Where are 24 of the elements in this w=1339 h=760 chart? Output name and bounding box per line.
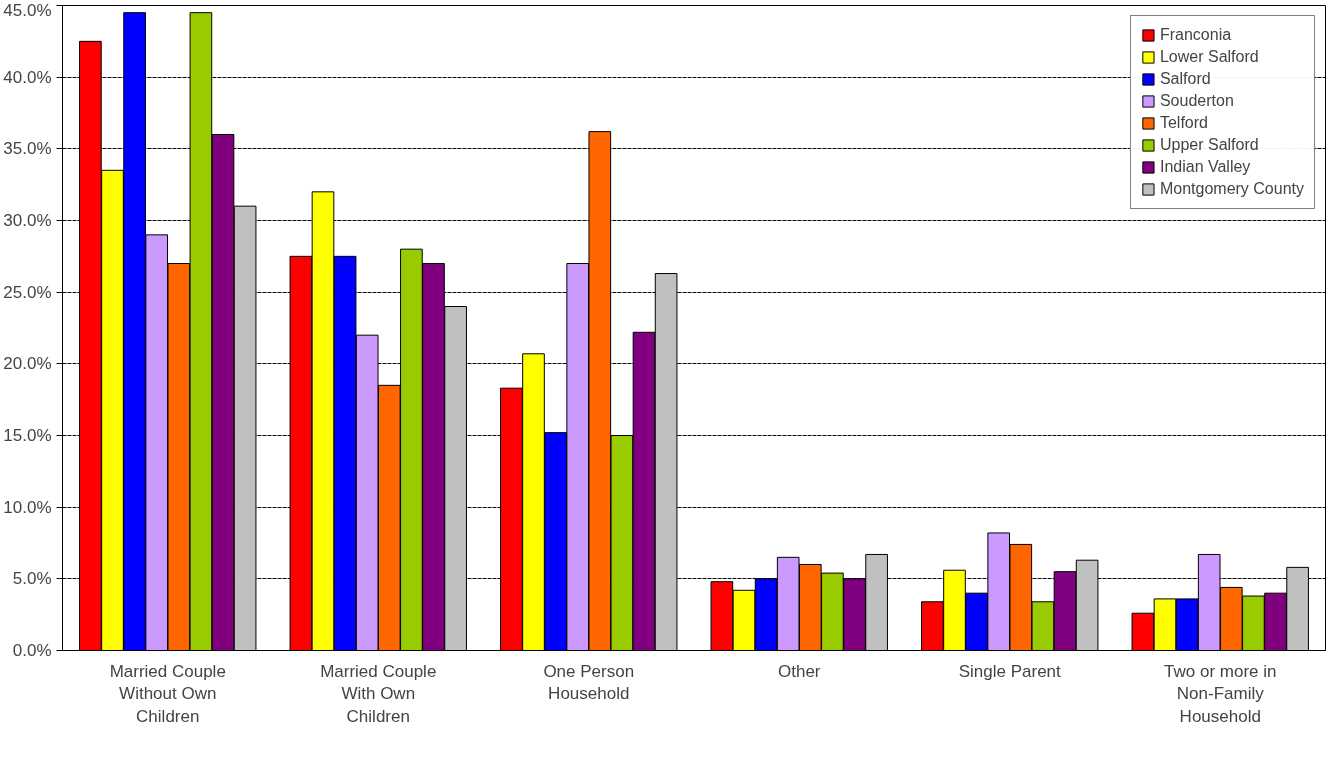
legend-label: Montgomery County (1159, 180, 1304, 198)
x-tick-label: Other (777, 661, 821, 681)
y-tick-label: 20.0% (3, 354, 52, 374)
y-tick-label: 35.0% (3, 139, 52, 159)
legend-label: Souderton (1159, 92, 1234, 110)
legend-label: Indian Valley (1159, 158, 1251, 176)
y-tick-label: 5.0% (12, 569, 52, 589)
y-tick-label: 25.0% (3, 282, 52, 302)
x-tick-label: Married Couple With Own Children (320, 661, 437, 727)
x-tick-label: One Person Household (543, 661, 635, 704)
y-tick-label: 15.0% (3, 426, 52, 445)
legend-label: Upper Salford (1159, 136, 1259, 154)
x-tick-label: Single Parent (958, 661, 1062, 681)
y-tick-label: 45.0% (3, 0, 52, 20)
x-tick-label: Married Couple Without Own Children (109, 661, 226, 727)
legend-label: Lower Salford (1159, 48, 1259, 66)
y-tick-label: 30.0% (3, 211, 52, 230)
y-tick-label: 0.0% (12, 641, 52, 660)
x-tick-label: Two or more in Non-Family Household (1164, 661, 1277, 727)
legend-label: Salford (1159, 70, 1211, 88)
y-tick-label: 40.0% (3, 67, 52, 87)
legend-label: Telford (1159, 114, 1208, 132)
legend-label: Franconia (1159, 26, 1232, 44)
y-tick-label: 10.0% (3, 497, 52, 517)
